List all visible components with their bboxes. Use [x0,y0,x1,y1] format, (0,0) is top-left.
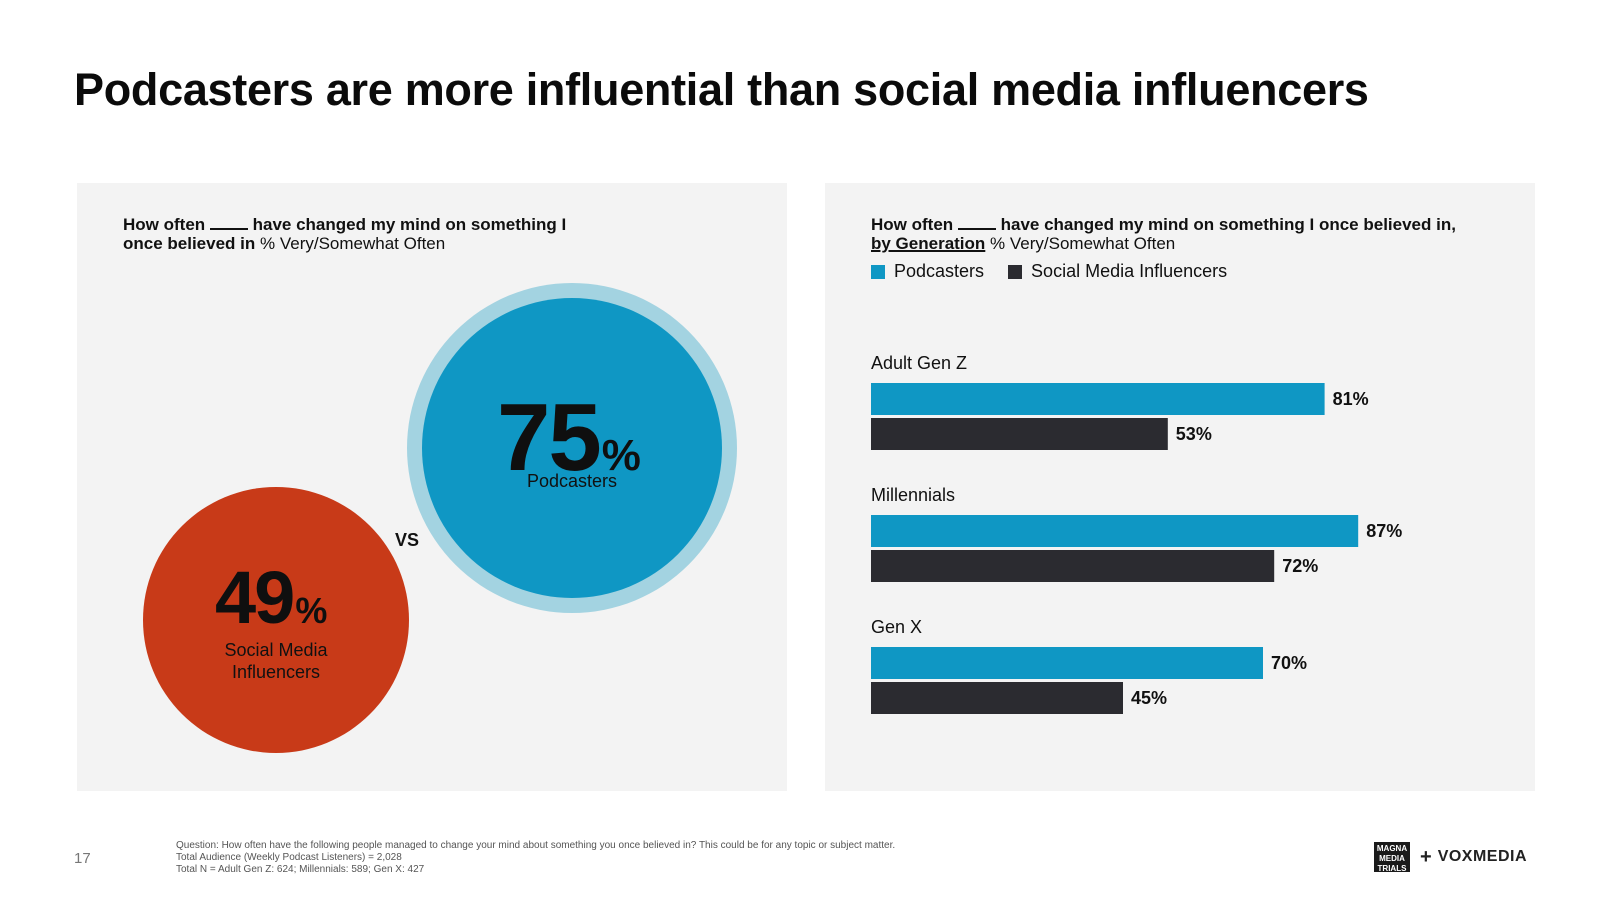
right-question-line2: by Generation [871,234,986,253]
right-question-rest: % Very/Somewhat Often [990,234,1176,253]
overall-comparison-panel: How often have changed my mind on someth… [77,183,787,791]
legend-label-social: Social Media Influencers [1031,261,1228,281]
footnote-sample-sizes: Total N = Adult Gen Z: 624; Millennials:… [176,864,425,875]
legend-swatch-podcasters [871,264,885,279]
chart-legend: Podcasters Social Media Influencers [871,261,1251,282]
legend-label-podcasters: Podcasters [894,261,985,281]
bar-value-label: 81% [1333,389,1369,409]
generation-bar-chart: Adult Gen Z 81% 53% Millennials 87% 72% Gen X 7… [871,353,1402,714]
social-media-number: 49 [215,556,295,639]
question-blank [957,215,996,230]
right-question-pre: How often [871,215,954,234]
footnote: Question: How often have the following p… [176,840,895,876]
magna-logo: MAGNA MEDIA TRIALS [1374,842,1410,873]
bar-value-label: 53% [1176,424,1212,444]
left-question-post: have changed my mind on something I [252,215,567,234]
left-question: How often have changed my mind on someth… [123,215,566,253]
generation-chart-panel: How often have changed my mind on someth… [825,183,1535,791]
magna-logo-top: MAGNA [1376,844,1408,853]
voxmedia-logo: VOXMEDIA [1437,848,1528,865]
social-media-label: Social Media Influencers [206,639,346,683]
bar-podcasters-0 [871,383,1325,415]
bar-podcasters-1 [871,515,1359,547]
left-question-rest: % Very/Somewhat Often [260,234,446,253]
bar-social-1 [871,550,1275,582]
magna-logo-bottom: MEDIA TRIALS [1377,854,1407,873]
question-blank [209,215,248,230]
bar-value-label: 45% [1131,688,1167,708]
partner-logos: MAGNA MEDIA TRIALS + VOXMEDIA [1374,842,1528,873]
social-media-value: 49% [215,561,327,635]
right-question: How often have changed my mind on someth… [871,215,1456,253]
page-title: Podcasters are more influential than soc… [74,64,1369,115]
legend-swatch-social [1008,264,1023,279]
podcasters-value: 75% [497,390,641,486]
bar-social-0 [871,418,1168,450]
footnote-question: Question: How often have the following p… [176,840,896,851]
category-label: Adult Gen Z [871,353,967,373]
social-media-label-line2: Influencers [231,662,321,682]
right-question-post: have changed my mind on something I once… [1000,215,1456,234]
bar-social-2 [871,682,1123,714]
legend-item-social: Social Media Influencers [1008,261,1227,282]
bar-podcasters-2 [871,647,1263,679]
logo-plus: + [1420,845,1432,868]
page-number: 17 [74,850,91,867]
bar-value-label: 87% [1366,521,1402,541]
category-label: Millennials [871,485,955,505]
social-media-label-line1: Social Media [224,640,328,660]
legend-item-podcasters: Podcasters [871,261,984,282]
left-question-line2: once believed in [123,234,256,253]
podcasters-bubble [422,298,722,598]
bar-value-label: 72% [1282,556,1318,576]
podcasters-pct: % [601,431,641,480]
footnote-total-audience: Total Audience (Weekly Podcast Listeners… [176,852,402,863]
vs-label: VS [395,530,420,550]
social-media-pct: % [295,590,328,631]
podcasters-number: 75 [497,384,602,491]
social-media-bubble [143,487,409,753]
podcasters-label: Podcasters [526,471,618,491]
category-label: Gen X [871,617,922,637]
bar-value-label: 70% [1271,653,1307,673]
left-question-pre: How often [123,215,206,234]
